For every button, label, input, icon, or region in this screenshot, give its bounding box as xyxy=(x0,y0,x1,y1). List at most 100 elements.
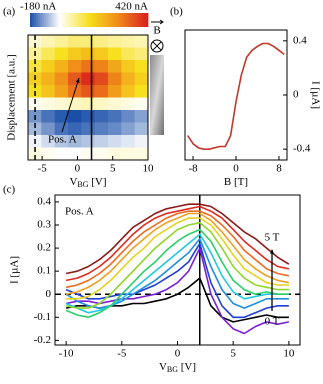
heatmap-cell xyxy=(108,147,122,161)
heatmap-cell xyxy=(81,97,96,111)
heatmap-cell xyxy=(68,122,82,136)
x-tick-label: 0 xyxy=(175,348,181,360)
heatmap-cell xyxy=(134,60,149,73)
heatmap-cell xyxy=(81,110,96,123)
y-tick-label: 0.4 xyxy=(37,195,51,207)
y-axis-label: I [µA] xyxy=(309,81,321,109)
colorbar-segment xyxy=(39,13,43,27)
colorbar-segment xyxy=(37,13,41,27)
x-tick-label: -5 xyxy=(117,348,127,360)
colorbar-segment xyxy=(106,13,110,27)
y-tick-label: 0 xyxy=(46,288,52,300)
heatmap-cell xyxy=(41,122,56,136)
heatmap-cell xyxy=(94,85,109,98)
colorbar-segment xyxy=(144,13,147,27)
colorbar-segment xyxy=(122,13,125,27)
x-tick-label: 10 xyxy=(283,348,295,360)
heatmap-cell xyxy=(94,135,109,148)
heatmap-cell xyxy=(121,85,136,98)
colorbar-segment xyxy=(33,13,37,27)
plot-frame xyxy=(54,194,301,346)
x-tick-label: 8 xyxy=(276,163,282,175)
data-line xyxy=(65,205,290,282)
x-tick-label: 0 xyxy=(75,163,81,175)
x-tick-label: -8 xyxy=(188,163,198,175)
heatmap-cell xyxy=(41,110,56,123)
heatmap-cell xyxy=(28,147,42,161)
heatmap-cell xyxy=(108,122,122,136)
colorbar-segment xyxy=(140,13,143,27)
heatmap-cell xyxy=(134,47,149,61)
colorbar-segment xyxy=(92,13,96,27)
heatmap-cell xyxy=(94,60,109,73)
heatmap-cell xyxy=(41,97,56,111)
heatmap-cell xyxy=(81,147,96,161)
colorbar-segment xyxy=(31,13,35,27)
heatmap-cell xyxy=(134,110,149,123)
colorbar-segment xyxy=(102,13,106,27)
x-tick-label: 0 xyxy=(233,163,239,175)
heatmap-cell xyxy=(108,97,122,111)
colorbar-segment xyxy=(136,13,139,27)
heatmap-cell xyxy=(54,47,69,61)
heatmap-cell xyxy=(108,85,122,98)
colorbar-segment xyxy=(87,13,90,27)
heatmap-cell xyxy=(68,60,82,73)
heatmap-cell xyxy=(94,47,109,61)
heatmap-cell xyxy=(68,47,82,61)
heatmap-cell xyxy=(68,110,82,123)
x-axis-label-unit: [V] xyxy=(89,176,107,188)
x-axis-label: VBG [V] xyxy=(159,361,196,374)
x-axis-label-main: V xyxy=(159,361,167,373)
colorbar-segment xyxy=(89,13,92,27)
x-tick-label: 5 xyxy=(110,163,116,175)
plot-frame xyxy=(27,34,149,161)
heatmap-cell xyxy=(41,47,56,61)
colorbar-segment xyxy=(73,13,76,27)
x-axis-label: B [T] xyxy=(224,176,248,188)
heatmap-cell xyxy=(54,135,69,148)
panel-label: (c) xyxy=(3,184,16,196)
heatmap-cell xyxy=(121,122,136,136)
data-line xyxy=(65,210,290,289)
y-tick-label: 0.2 xyxy=(37,242,51,254)
heatmap-cell xyxy=(54,72,69,86)
heatmap-cell xyxy=(54,122,69,136)
heatmap-cell xyxy=(121,147,136,161)
data-line xyxy=(65,238,289,309)
plot-frame xyxy=(184,29,288,161)
colorbar-label: 420 nA xyxy=(115,1,148,13)
heatmap-cell xyxy=(108,35,122,48)
heatmap-cell xyxy=(68,72,82,86)
panel-label: (a) xyxy=(3,6,16,18)
heatmap-cell xyxy=(54,35,69,48)
heatmap-cell xyxy=(94,72,109,86)
x-tick-label: 10 xyxy=(143,163,155,175)
colorbar-segment xyxy=(30,13,33,27)
x-tick-label: -5 xyxy=(38,163,48,175)
heatmap-cell xyxy=(28,35,42,48)
heatmap-cell xyxy=(94,147,109,161)
heatmap-cell xyxy=(41,72,56,86)
heatmap-cell xyxy=(94,35,109,48)
colorbar-segment xyxy=(77,13,80,27)
heatmap-cell xyxy=(108,135,122,148)
colorbar-segment xyxy=(132,13,135,27)
colorbar-segment xyxy=(134,13,137,27)
heatmap-cell xyxy=(81,122,96,136)
x-axis-label-main: B [T] xyxy=(224,176,248,188)
arrow-head xyxy=(270,249,274,254)
heatmap-cell xyxy=(68,147,82,161)
heatmap-cell xyxy=(54,85,69,98)
heatmap-cell xyxy=(121,72,136,86)
colorbar-segment xyxy=(47,13,51,27)
heatmap-cell xyxy=(108,47,122,61)
annotation: Pos. A xyxy=(65,206,94,218)
data-line xyxy=(65,221,289,309)
heatmap-cell xyxy=(68,135,82,148)
y-tick-label: -0.1 xyxy=(34,311,51,323)
colorbar-segment xyxy=(85,13,88,27)
y-tick-label: -0.2 xyxy=(34,334,51,346)
heatmap-cell xyxy=(41,147,56,161)
colorbar-segment xyxy=(100,13,104,27)
